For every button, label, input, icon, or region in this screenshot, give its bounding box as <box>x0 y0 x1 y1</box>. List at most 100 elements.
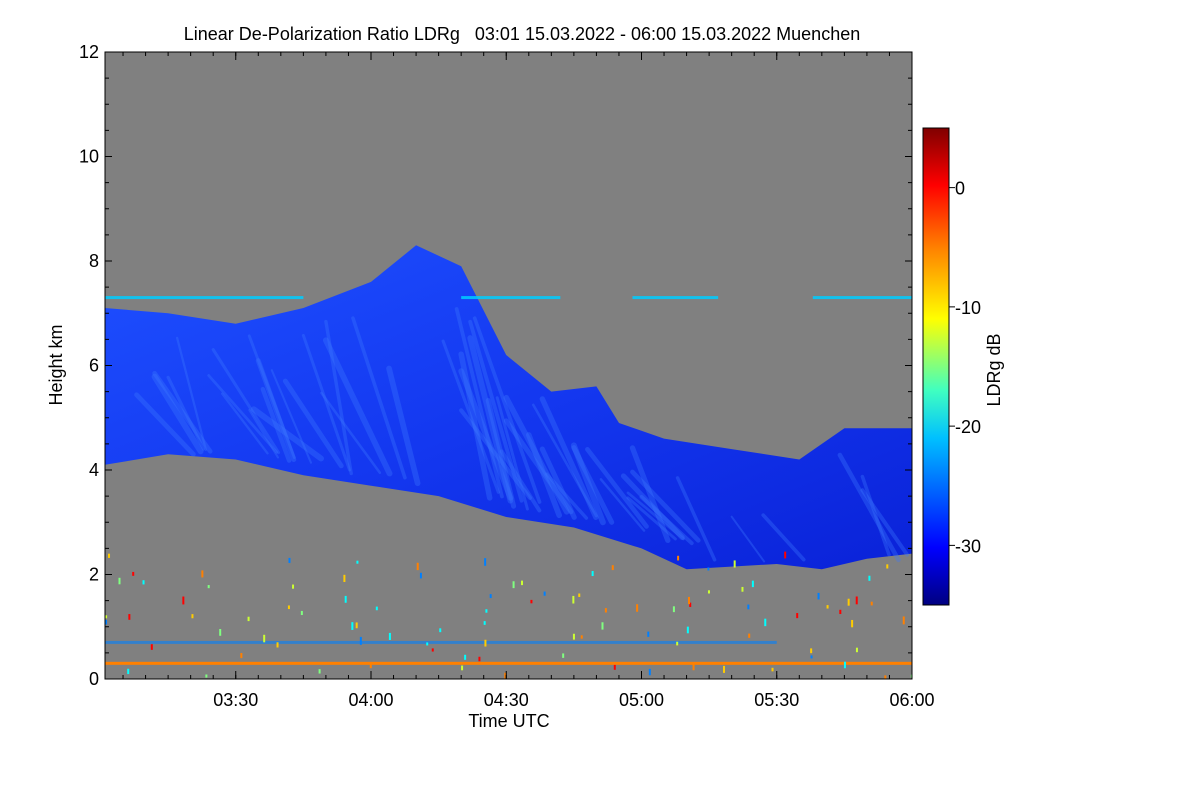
speckle <box>686 626 689 634</box>
speckle <box>562 653 565 658</box>
fall-streak <box>386 365 421 487</box>
speckle <box>764 618 767 627</box>
speckle <box>431 648 434 652</box>
speckle <box>105 615 108 619</box>
x-tick-label: 04:00 <box>348 690 393 710</box>
speckle <box>677 555 680 561</box>
speckle <box>870 601 873 606</box>
speckle <box>207 585 210 589</box>
speckle <box>356 560 359 564</box>
speckle <box>648 668 651 676</box>
fall-streak <box>152 370 213 454</box>
fall-streak <box>221 392 269 455</box>
speckle <box>868 575 871 581</box>
speckle <box>572 633 575 640</box>
speckle <box>796 613 799 619</box>
speckle <box>105 619 108 625</box>
y-tick-label: 10 <box>79 147 99 167</box>
y-axis-label: Height km <box>46 324 66 405</box>
x-axis: 03:30 04:00 04:30 05:00 05:30 06:00 <box>122 52 935 710</box>
speckle <box>647 631 650 637</box>
speckle <box>604 608 607 613</box>
speckle <box>707 567 710 571</box>
fall-streak <box>837 452 901 563</box>
speckle <box>847 598 850 606</box>
fall-streak <box>175 336 208 451</box>
speckle <box>578 593 581 597</box>
speckle <box>826 605 829 609</box>
x-tick-label: 03:30 <box>213 690 258 710</box>
fall-streak <box>441 339 500 494</box>
y-tick-label: 0 <box>89 669 99 689</box>
speckle <box>484 558 487 566</box>
fall-streak <box>525 432 562 519</box>
speckle <box>108 553 111 558</box>
fall-streak <box>539 396 599 521</box>
speckle <box>580 635 583 639</box>
fall-streak <box>458 351 493 501</box>
speckle <box>375 606 378 611</box>
speckle <box>723 665 726 673</box>
fall-streak <box>166 375 206 451</box>
speckle <box>817 592 820 600</box>
speckle <box>150 644 153 650</box>
speckle <box>416 562 419 571</box>
colorbar-label: LDRg dB <box>984 333 1004 406</box>
fall-streak <box>639 495 694 546</box>
fall-streak <box>472 316 542 504</box>
fall-streak <box>320 391 382 475</box>
speckle <box>439 628 442 633</box>
y-axis: 0 2 4 6 8 10 12 <box>79 42 912 689</box>
speckle <box>351 622 354 630</box>
speckle <box>426 642 429 646</box>
speckle <box>843 661 846 669</box>
fall-streak <box>351 316 407 480</box>
fall-streak <box>860 488 910 557</box>
speckle <box>636 604 639 612</box>
y-tick-label: 4 <box>89 460 99 480</box>
main-cloud-layer <box>105 245 912 570</box>
x-tick-label: 04:30 <box>484 690 529 710</box>
fall-streak <box>324 319 353 476</box>
speckle <box>543 591 546 596</box>
speckle <box>676 641 679 646</box>
speckle <box>613 664 616 670</box>
speckle <box>287 605 290 610</box>
speckle <box>128 614 131 620</box>
speckle <box>810 648 813 654</box>
fall-streak <box>730 515 766 563</box>
speckle <box>132 571 135 576</box>
fall-streak <box>599 478 646 532</box>
speckle <box>692 663 695 671</box>
fall-streak <box>503 394 570 515</box>
fall-streak <box>282 378 344 469</box>
speckle <box>318 669 321 674</box>
speckle <box>751 580 754 588</box>
speckle <box>707 590 710 594</box>
low-layer <box>105 640 777 644</box>
fall-streak <box>571 445 615 525</box>
speckle <box>359 636 362 645</box>
speckle <box>205 674 208 678</box>
colorbar <box>922 127 950 606</box>
fall-streak <box>468 319 524 503</box>
high-thin-layer-segment <box>461 296 561 300</box>
fall-streak <box>630 469 701 543</box>
speckle <box>748 633 751 638</box>
fall-streak <box>151 373 204 455</box>
fall-streak <box>322 337 393 477</box>
speckle <box>292 584 295 589</box>
speckle <box>572 595 575 604</box>
fall-streak <box>459 408 533 500</box>
fall-streak <box>207 374 279 454</box>
speckle <box>855 647 858 653</box>
fall-streak <box>454 307 504 499</box>
y-tick-label: 8 <box>89 251 99 271</box>
fall-streak <box>250 406 324 462</box>
speckle <box>219 629 222 636</box>
heatmap-features <box>105 245 912 679</box>
y-tick-label: 12 <box>79 42 99 62</box>
speckle <box>689 602 692 607</box>
high-thin-layer-segment <box>105 296 304 300</box>
